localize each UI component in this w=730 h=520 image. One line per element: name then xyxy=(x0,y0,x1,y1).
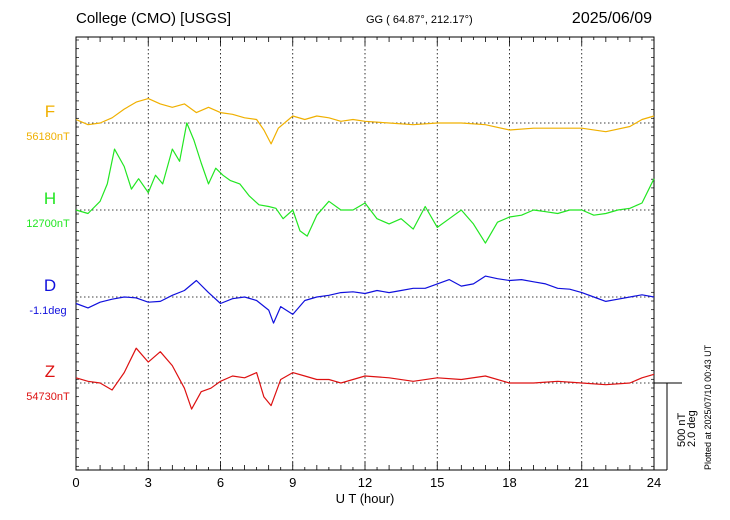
plotted-timestamp: Plotted at 2025/07/10 00:43 UT xyxy=(703,344,713,470)
geographic-coordinates: GG ( 64.87°, 212.17°) xyxy=(366,14,473,26)
series-name-h: H xyxy=(44,189,56,208)
x-tick-label: 12 xyxy=(358,475,372,490)
series-line-d xyxy=(75,275,655,324)
x-tick-label: 18 xyxy=(502,475,516,490)
x-tick-label: 21 xyxy=(575,475,589,490)
grid-lines xyxy=(76,37,654,470)
x-tick-label: 15 xyxy=(430,475,444,490)
x-axis-label: U T (hour) xyxy=(336,491,395,506)
series-name-d: D xyxy=(44,276,56,295)
scale-label-deg: 2.0 deg xyxy=(686,410,698,447)
series-name-z: Z xyxy=(45,362,55,381)
chart-date: 2025/06/09 xyxy=(571,10,652,27)
series-baseline-z: 54730nT xyxy=(26,391,70,403)
station-title: College (CMO) [USGS] xyxy=(76,10,232,27)
series-baseline-h: 12700nT xyxy=(26,218,70,230)
series-baseline-d: -1.1deg xyxy=(29,305,66,317)
series-name-f: F xyxy=(45,102,55,121)
x-tick-label: 0 xyxy=(72,475,79,490)
x-tick-label: 9 xyxy=(289,475,296,490)
x-tick-label: 6 xyxy=(217,475,224,490)
scale-label-nt: 500 nT xyxy=(676,412,688,447)
x-tick-label: 24 xyxy=(647,475,661,490)
series-line-z xyxy=(75,347,655,410)
series-line-h xyxy=(75,122,655,244)
tick-marks xyxy=(75,37,655,470)
x-tick-label: 3 xyxy=(145,475,152,490)
series-line-f xyxy=(75,97,655,145)
series-baseline-f: 56180nT xyxy=(26,131,70,143)
